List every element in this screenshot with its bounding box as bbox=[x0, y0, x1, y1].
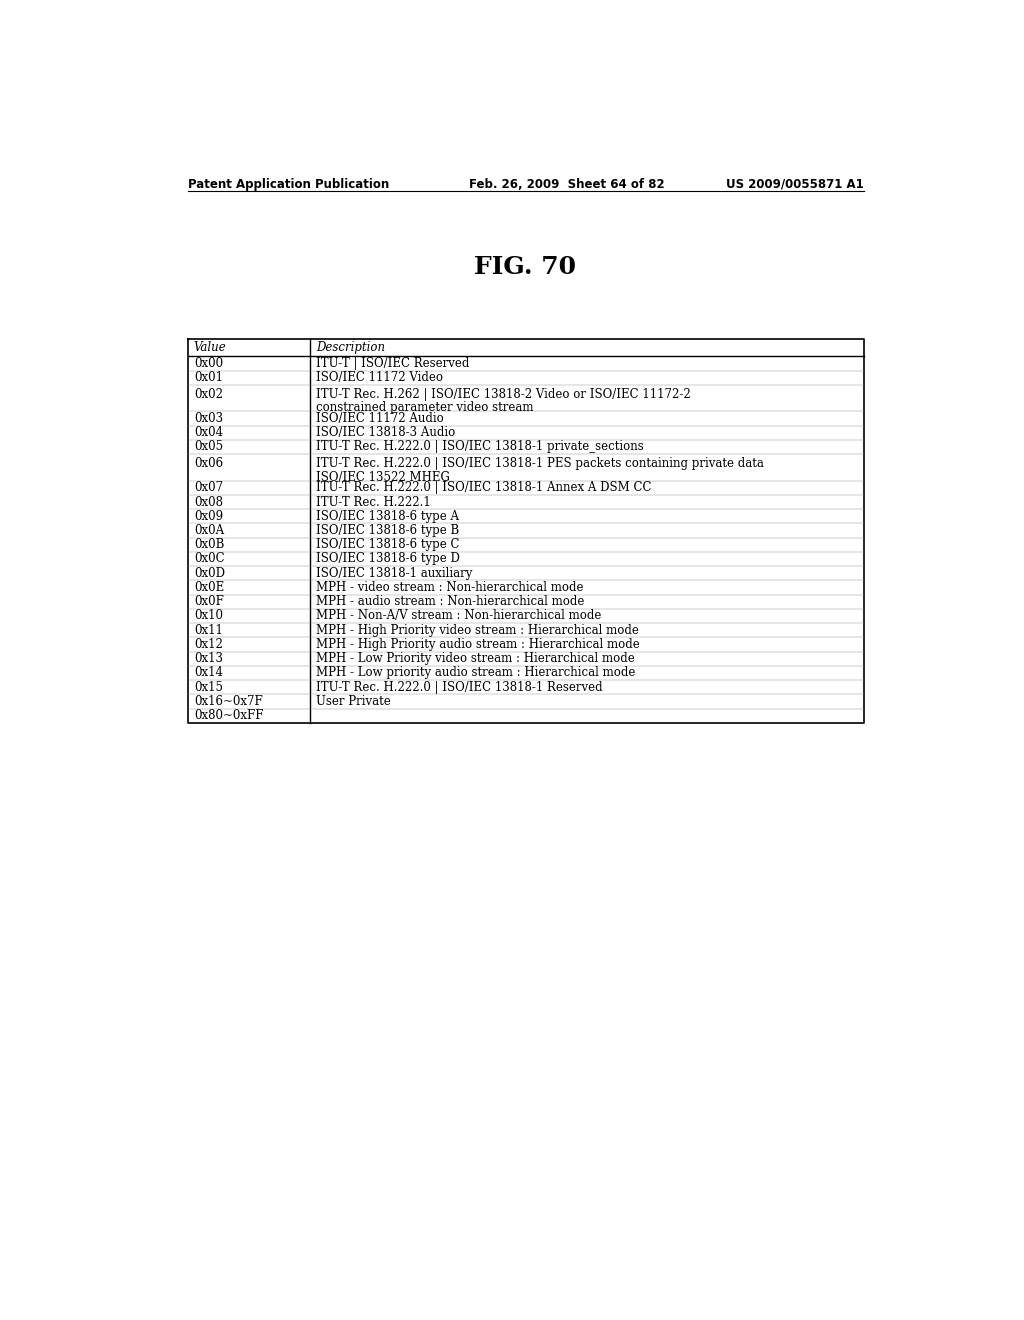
Text: ITU-T | ISO/IEC Reserved: ITU-T | ISO/IEC Reserved bbox=[316, 356, 470, 370]
Text: 0x02: 0x02 bbox=[194, 388, 223, 401]
Text: 0x13: 0x13 bbox=[194, 652, 223, 665]
Text: ISO/IEC 13818-1 auxiliary: ISO/IEC 13818-1 auxiliary bbox=[316, 566, 473, 579]
Text: MPH - Non-A/V stream : Non-hierarchical mode: MPH - Non-A/V stream : Non-hierarchical … bbox=[316, 610, 602, 623]
Text: 0x05: 0x05 bbox=[194, 441, 223, 454]
Text: MPH - Low Priority video stream : Hierarchical mode: MPH - Low Priority video stream : Hierar… bbox=[316, 652, 635, 665]
Text: ISO/IEC 13818-6 type C: ISO/IEC 13818-6 type C bbox=[316, 539, 460, 552]
Text: ISO/IEC 13818-6 type B: ISO/IEC 13818-6 type B bbox=[316, 524, 460, 537]
Text: User Private: User Private bbox=[316, 694, 391, 708]
Text: Value: Value bbox=[194, 342, 226, 354]
Text: 0x08: 0x08 bbox=[194, 495, 223, 508]
Text: MPH - video stream : Non-hierarchical mode: MPH - video stream : Non-hierarchical mo… bbox=[316, 581, 584, 594]
Text: 0x14: 0x14 bbox=[194, 667, 223, 680]
Text: ISO/IEC 13818-3 Audio: ISO/IEC 13818-3 Audio bbox=[316, 426, 456, 440]
Text: ISO/IEC 13522 MHEG: ISO/IEC 13522 MHEG bbox=[316, 471, 451, 483]
Text: 0x15: 0x15 bbox=[194, 681, 223, 694]
Text: ISO/IEC 11172 Video: ISO/IEC 11172 Video bbox=[316, 371, 443, 384]
Text: 0x0F: 0x0F bbox=[194, 595, 224, 609]
Text: MPH - High Priority audio stream : Hierarchical mode: MPH - High Priority audio stream : Hiera… bbox=[316, 638, 640, 651]
Text: ITU-T Rec. H.222.0 | ISO/IEC 13818-1 private_sections: ITU-T Rec. H.222.0 | ISO/IEC 13818-1 pri… bbox=[316, 441, 644, 454]
Text: 0x80~0xFF: 0x80~0xFF bbox=[194, 709, 263, 722]
Text: Feb. 26, 2009  Sheet 64 of 82: Feb. 26, 2009 Sheet 64 of 82 bbox=[469, 178, 665, 190]
Text: constrained parameter video stream: constrained parameter video stream bbox=[316, 401, 534, 414]
Text: 0x06: 0x06 bbox=[194, 457, 223, 470]
Text: ITU-T Rec. H.222.1: ITU-T Rec. H.222.1 bbox=[316, 495, 431, 508]
Text: 0x01: 0x01 bbox=[194, 371, 223, 384]
Text: Patent Application Publication: Patent Application Publication bbox=[187, 178, 389, 190]
Text: 0x04: 0x04 bbox=[194, 426, 223, 440]
Text: FIG. 70: FIG. 70 bbox=[474, 255, 575, 279]
Text: MPH - Low priority audio stream : Hierarchical mode: MPH - Low priority audio stream : Hierar… bbox=[316, 667, 636, 680]
Text: ITU-T Rec. H.222.0 | ISO/IEC 13818-1 Reserved: ITU-T Rec. H.222.0 | ISO/IEC 13818-1 Res… bbox=[316, 681, 603, 694]
Text: ISO/IEC 13818-6 type D: ISO/IEC 13818-6 type D bbox=[316, 553, 460, 565]
Text: ISO/IEC 13818-6 type A: ISO/IEC 13818-6 type A bbox=[316, 510, 460, 523]
Text: 0x0A: 0x0A bbox=[194, 524, 224, 537]
Text: 0x16~0x7F: 0x16~0x7F bbox=[194, 694, 262, 708]
Text: 0x07: 0x07 bbox=[194, 482, 223, 494]
Text: 0x0C: 0x0C bbox=[194, 553, 224, 565]
Text: ITU-T Rec. H.262 | ISO/IEC 13818-2 Video or ISO/IEC 11172-2: ITU-T Rec. H.262 | ISO/IEC 13818-2 Video… bbox=[316, 388, 691, 401]
Text: 0x0E: 0x0E bbox=[194, 581, 224, 594]
Text: Description: Description bbox=[316, 342, 385, 354]
Text: 0x00: 0x00 bbox=[194, 356, 223, 370]
Text: 0x0B: 0x0B bbox=[194, 539, 224, 552]
Text: 0x09: 0x09 bbox=[194, 510, 223, 523]
Text: MPH - audio stream : Non-hierarchical mode: MPH - audio stream : Non-hierarchical mo… bbox=[316, 595, 585, 609]
Text: ISO/IEC 11172 Audio: ISO/IEC 11172 Audio bbox=[316, 412, 444, 425]
Text: ITU-T Rec. H.222.0 | ISO/IEC 13818-1 Annex A DSM CC: ITU-T Rec. H.222.0 | ISO/IEC 13818-1 Ann… bbox=[316, 482, 652, 494]
Text: US 2009/0055871 A1: US 2009/0055871 A1 bbox=[726, 178, 864, 190]
Text: 0x10: 0x10 bbox=[194, 610, 223, 623]
Text: 0x12: 0x12 bbox=[194, 638, 223, 651]
Text: 0x03: 0x03 bbox=[194, 412, 223, 425]
Text: ITU-T Rec. H.222.0 | ISO/IEC 13818-1 PES packets containing private data: ITU-T Rec. H.222.0 | ISO/IEC 13818-1 PES… bbox=[316, 457, 764, 470]
Text: 0x0D: 0x0D bbox=[194, 566, 225, 579]
Text: MPH - High Priority video stream : Hierarchical mode: MPH - High Priority video stream : Hiera… bbox=[316, 624, 639, 636]
Text: 0x11: 0x11 bbox=[194, 624, 223, 636]
